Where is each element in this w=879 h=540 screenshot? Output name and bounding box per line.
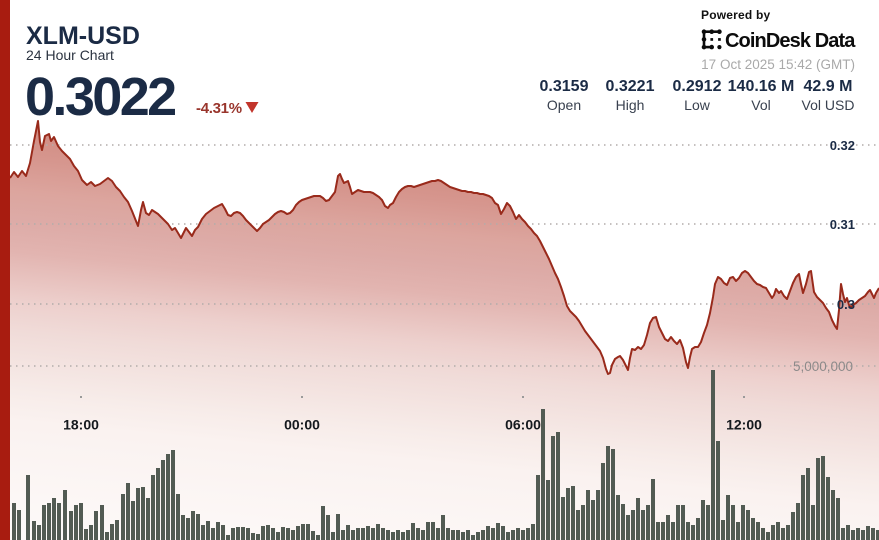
svg-text:24 Hour Chart: 24 Hour Chart (26, 47, 114, 63)
svg-text:140.16 M: 140.16 M (728, 78, 795, 95)
svg-text:Open: Open (547, 97, 581, 113)
svg-text:Powered by: Powered by (701, 8, 770, 22)
svg-text:XLM-USD: XLM-USD (26, 22, 140, 50)
svg-text:00:00: 00:00 (284, 417, 320, 433)
svg-text:Vol: Vol (751, 97, 770, 113)
svg-text:0.2912: 0.2912 (673, 78, 722, 95)
svg-text:0.32: 0.32 (830, 138, 855, 153)
svg-text:12:00: 12:00 (726, 417, 762, 433)
svg-text:0.3221: 0.3221 (606, 78, 655, 95)
svg-text:-4.31%: -4.31% (196, 100, 242, 117)
svg-text:Vol USD: Vol USD (802, 97, 855, 113)
svg-text:18:00: 18:00 (63, 417, 99, 433)
svg-text:06:00: 06:00 (505, 417, 541, 433)
svg-text:5,000,000: 5,000,000 (793, 359, 853, 374)
svg-text:0.3022: 0.3022 (25, 67, 175, 127)
svg-text:0.31: 0.31 (830, 217, 855, 232)
svg-text:CoinDesk Data: CoinDesk Data (725, 30, 856, 52)
svg-text:Low: Low (684, 97, 711, 113)
svg-text:42.9 M: 42.9 M (804, 78, 853, 95)
svg-text:High: High (616, 97, 645, 113)
svg-text:0.3: 0.3 (837, 297, 855, 312)
svg-text:17 Oct 2025 15:42 (GMT): 17 Oct 2025 15:42 (GMT) (701, 57, 855, 72)
svg-text:0.3159: 0.3159 (540, 78, 589, 95)
